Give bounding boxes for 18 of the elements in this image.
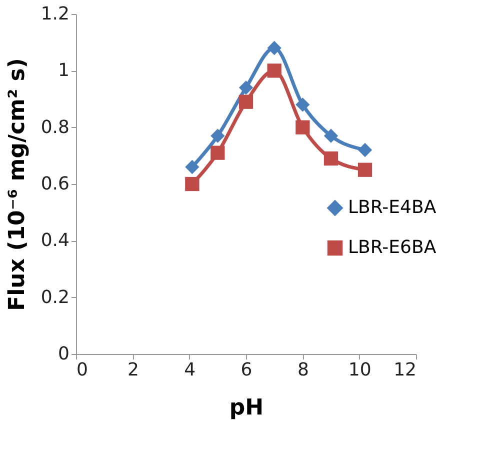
y-tick-label: 0.8 xyxy=(40,116,70,138)
legend-label: LBR-E4BA xyxy=(348,197,437,218)
y-tick-label: 1 xyxy=(58,60,70,82)
y-tick-label: 0.4 xyxy=(40,230,70,252)
x-tick-label: 6 xyxy=(240,360,252,380)
x-tick-label: 10 xyxy=(348,360,372,380)
y-axis-title: Flux (10⁻⁶ mg/cm² s) xyxy=(4,58,30,311)
legend-label: LBR-E6BA xyxy=(348,237,437,258)
x-tick-label: 0 xyxy=(76,360,88,380)
x-tick-label: 12 xyxy=(394,360,416,380)
x-tick-label: 8 xyxy=(297,360,309,380)
y-tick-label: 0.6 xyxy=(40,174,70,194)
x-tick-label: 4 xyxy=(184,360,196,380)
x-tick-label: 2 xyxy=(127,360,139,380)
x-axis-title: pH xyxy=(229,396,264,420)
y-tick-label: 0 xyxy=(58,344,70,364)
y-tick-label: 1.2 xyxy=(40,4,70,24)
y-tick-label: 0.2 xyxy=(40,286,70,308)
